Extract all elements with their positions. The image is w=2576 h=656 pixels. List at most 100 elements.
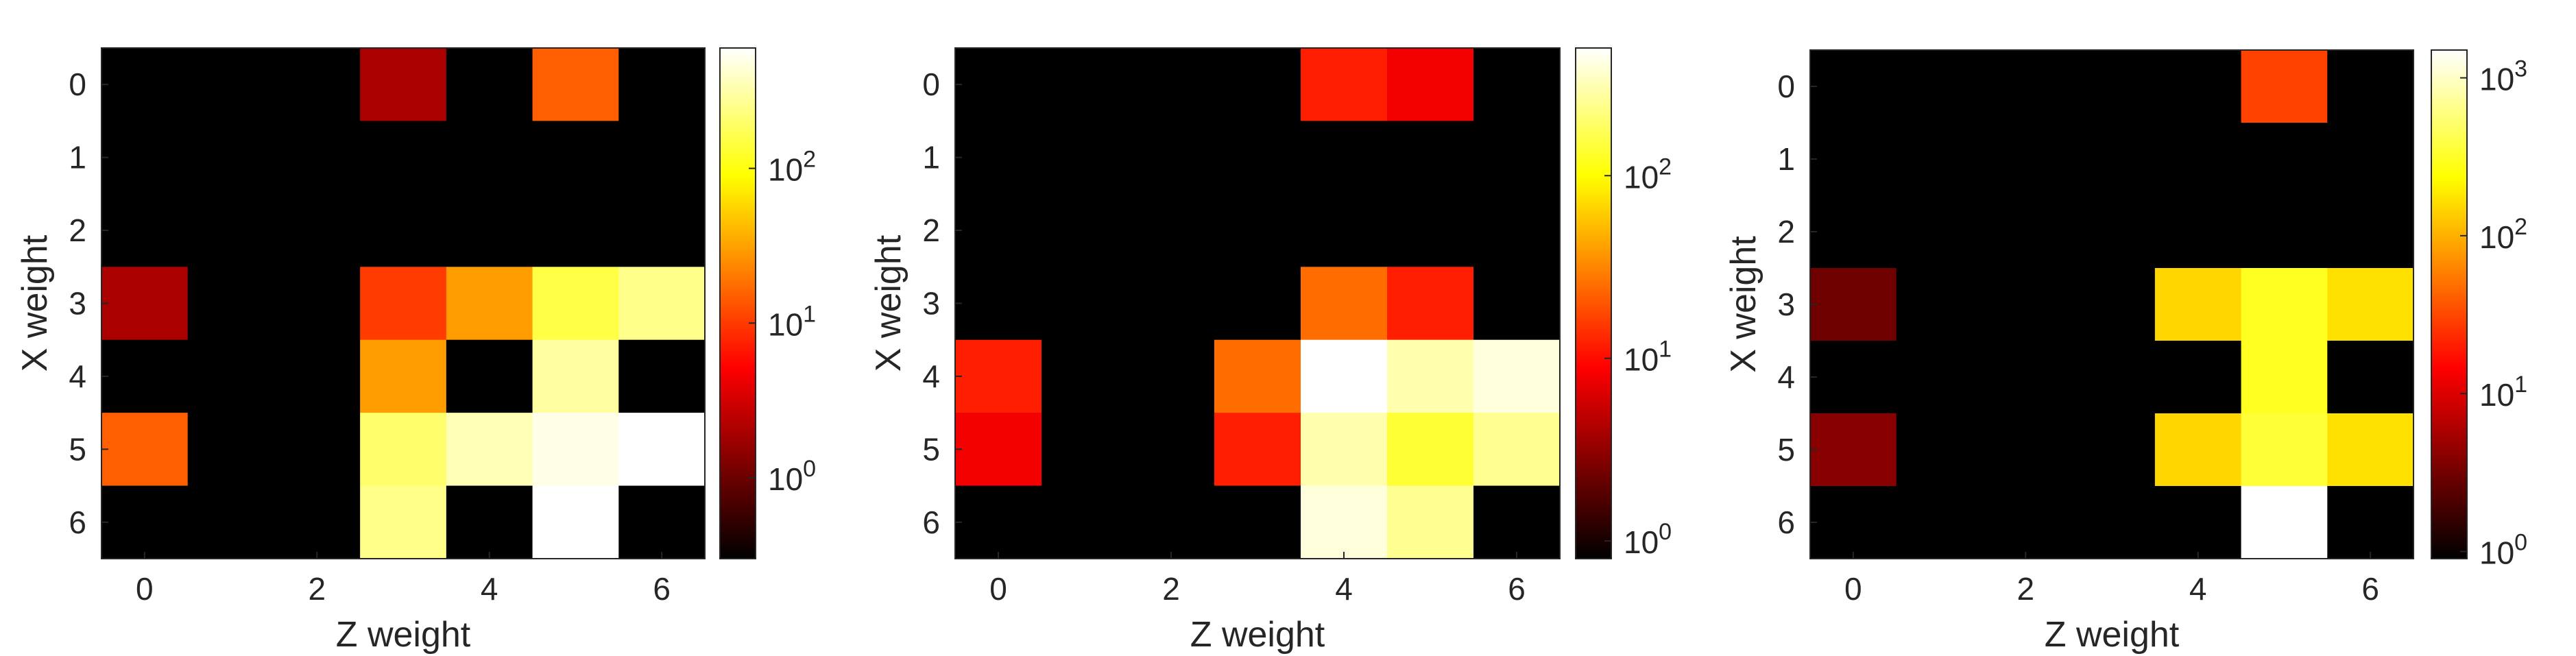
heatmap-cell — [2069, 195, 2156, 269]
heatmap-cell — [446, 485, 533, 559]
heatmap-cell — [532, 267, 619, 341]
heatmap-cell — [1896, 341, 1984, 414]
heatmap-cell — [2327, 123, 2414, 196]
heatmap-cell — [2327, 268, 2414, 341]
heatmap-cell — [1810, 413, 1897, 487]
heatmap-cell — [1042, 267, 1129, 341]
y-axis-label: X weight — [869, 234, 908, 372]
heatmap-cell — [101, 267, 189, 341]
heatmap-cell — [1473, 413, 1561, 487]
colorbar-tick-label: 100 — [1624, 519, 1672, 560]
heatmap-cell — [2241, 486, 2328, 559]
heatmap-cell — [1896, 123, 1984, 196]
heatmap-cell — [360, 339, 447, 413]
heatmap-cell — [618, 339, 706, 413]
heatmap-cell — [2241, 413, 2328, 487]
heatmap-cell — [1896, 413, 1984, 487]
heatmap-cell — [2069, 486, 2156, 559]
heatmap-cell — [2154, 268, 2242, 341]
heatmap-cell — [1473, 339, 1561, 413]
heatmap-cell — [1387, 267, 1474, 341]
heatmap-cell — [187, 339, 275, 413]
heatmap-cell — [1982, 486, 2069, 559]
x-axis-label: Z weight — [336, 615, 471, 655]
y-tick-label: 2 — [69, 212, 86, 248]
heatmap-cell — [2154, 123, 2242, 196]
heatmap-cell — [1042, 193, 1129, 267]
heatmap-cell — [1214, 121, 1301, 195]
y-tick-label: 2 — [1777, 214, 1795, 250]
heatmap-panel-1: 0 2 4 6 0 1 2 3 4 5 6 Z weight X weight 100 101 102 — [15, 47, 816, 655]
colorbar-tick-label: 102 — [1624, 154, 1672, 195]
heatmap-cell — [1387, 413, 1474, 487]
y-tick-label: 3 — [69, 286, 86, 321]
x-tick-label: 0 — [136, 571, 154, 607]
heatmap-cell — [1810, 50, 1897, 123]
heatmap-cell — [274, 413, 361, 487]
heatmap-cell — [955, 48, 1042, 122]
heatmap-cell — [1214, 485, 1301, 559]
heatmap-cell — [101, 413, 189, 487]
heatmap-cell — [2154, 413, 2242, 487]
heatmap-cell — [360, 193, 447, 267]
heatmap-cell — [1387, 485, 1474, 559]
heatmap-cell — [955, 267, 1042, 341]
heatmap-cell — [1042, 485, 1129, 559]
y-tick-label: 1 — [922, 140, 940, 175]
heatmap-cell — [1473, 48, 1561, 122]
colorbar-tick-label: 102 — [768, 147, 816, 188]
heatmap-cell — [1301, 485, 1388, 559]
x-tick-label: 6 — [653, 571, 671, 607]
x-axis-label: Z weight — [2045, 615, 2180, 655]
heatmap-cell — [1128, 121, 1215, 195]
heatmap-cell — [1982, 50, 2069, 123]
heatmap-cell — [2327, 341, 2414, 414]
heatmap-cell — [274, 121, 361, 195]
heatmap-cell — [1473, 485, 1561, 559]
heatmap-cell — [274, 339, 361, 413]
heatmap-cell — [446, 193, 533, 267]
heatmap-cell — [360, 121, 447, 195]
colorbar — [2431, 50, 2467, 559]
heatmap-cell — [618, 485, 706, 559]
colorbar-tick-label: 100 — [2479, 529, 2527, 570]
x-tick-label: 0 — [989, 571, 1007, 607]
heatmap-cell — [1214, 267, 1301, 341]
heatmap-cell — [1896, 486, 1984, 559]
heatmap-cell — [187, 121, 275, 195]
heatmap-cell — [1301, 193, 1388, 267]
heatmap-cell — [2327, 195, 2414, 269]
heatmap-cell — [274, 267, 361, 341]
heatmap-cell — [1214, 193, 1301, 267]
heatmap-cell — [1214, 339, 1301, 413]
heatmap-cell — [1387, 121, 1474, 195]
heatmap-cell — [1301, 121, 1388, 195]
y-tick-label: 0 — [69, 66, 86, 102]
colorbar-frame — [719, 47, 756, 559]
heatmap-cell — [1896, 268, 1984, 341]
heatmap-cell — [1982, 341, 2069, 414]
heatmap-cell — [2327, 413, 2414, 487]
y-tick-label: 4 — [1777, 359, 1795, 395]
heatmap-cell — [955, 339, 1042, 413]
heatmap-panel-2: 0 2 4 6 0 1 2 3 4 5 6 Z weight X weight 100 101 102 — [869, 47, 1672, 655]
heatmap-cell — [187, 193, 275, 267]
colorbar-tick-label: 100 — [768, 456, 816, 497]
heatmap-cell — [532, 413, 619, 487]
colorbar-frame — [2431, 49, 2468, 559]
x-tick-label: 4 — [481, 571, 498, 607]
y-tick-label: 1 — [69, 140, 86, 175]
y-tick-label: 2 — [922, 212, 940, 248]
x-tick-label: 2 — [1162, 571, 1180, 607]
heatmap-cell — [1301, 48, 1388, 122]
y-tick-label: 1 — [1777, 141, 1795, 177]
colorbar-tick-label: 103 — [2479, 56, 2527, 97]
y-tick-label: 6 — [922, 505, 940, 540]
x-axis-label: Z weight — [1190, 615, 1325, 655]
heatmap-cell — [360, 413, 447, 487]
heatmap-cell — [1982, 268, 2069, 341]
x-tick-label: 2 — [308, 571, 326, 607]
heatmap-cell — [2241, 195, 2328, 269]
heatmap-cell — [1301, 339, 1388, 413]
heatmap-cell — [1214, 413, 1301, 487]
